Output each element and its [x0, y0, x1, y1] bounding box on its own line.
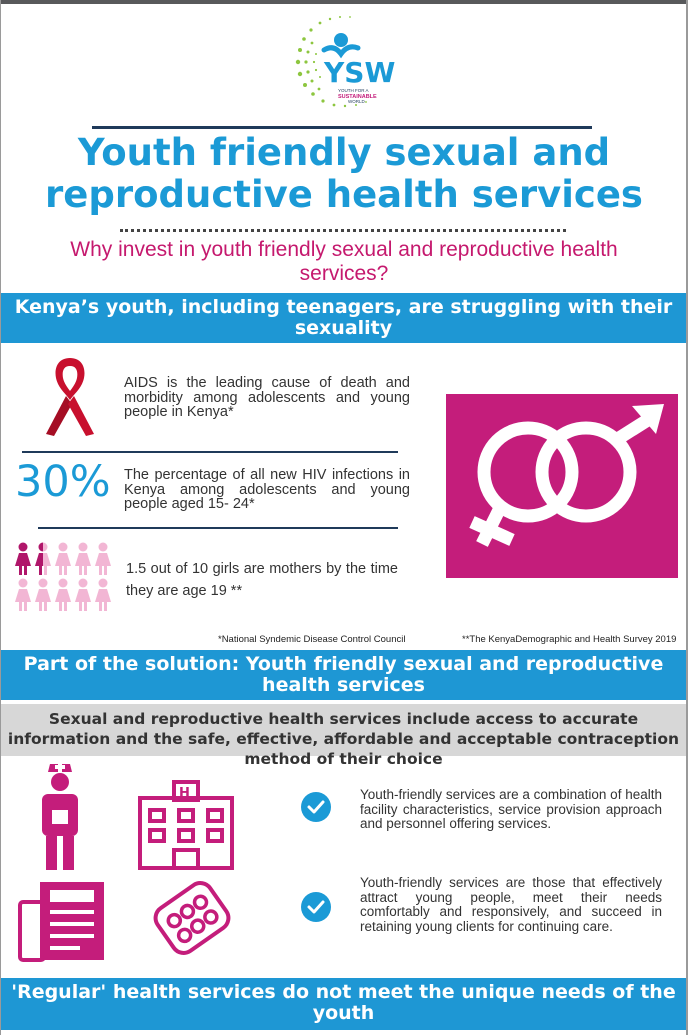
gender-symbols-panel: [446, 394, 678, 578]
hiv-percentage-stat: 30%: [15, 457, 111, 507]
svg-text:H: H: [179, 786, 190, 801]
title-top-rule: [92, 126, 592, 129]
fact-divider: [22, 451, 398, 453]
red-ribbon-icon: [40, 352, 100, 438]
girl-figure: [55, 578, 71, 611]
checkmark-icon: [301, 792, 331, 822]
logo-icon: YSW YOUTH FOR A SUSTAINABLE WORLD: [295, 16, 395, 108]
youth-friendly-point: Youth-friendly services are a combinatio…: [360, 787, 662, 831]
girl-figure: [95, 542, 111, 575]
svg-text:WORLD: WORLD: [348, 99, 366, 104]
fact-hiv: The percentage of all new HIV infections…: [124, 467, 410, 512]
section-heading-solution: Part of the solution: Youth friendly sex…: [1, 650, 686, 700]
section-heading-regular-services: 'Regular' health services do not meet th…: [1, 978, 686, 1030]
girl-figure: [55, 542, 71, 575]
nurse-icon: [42, 762, 78, 870]
fact-aids: AIDS is the leading cause of death and m…: [124, 375, 410, 420]
girls-pictogram-icon: [13, 542, 117, 614]
girl-figure: [35, 542, 43, 575]
services-definition: Sexual and reproductive health services …: [1, 704, 686, 768]
section-heading-struggles: Kenya’s youth, including teenagers, are …: [1, 293, 686, 343]
page-title: Youth friendly sexual and reproductive h…: [45, 131, 643, 216]
girl-figure: [35, 578, 51, 611]
fact-teen-mothers: 1.5 out of 10 girls are mothers by the t…: [126, 561, 398, 599]
pill-pack-icon: [153, 881, 231, 955]
fact-divider: [38, 527, 398, 529]
document-icon: [18, 882, 104, 962]
girl-figure: [75, 542, 91, 575]
top-border: [0, 0, 688, 4]
svg-text:YSW: YSW: [323, 56, 395, 89]
youth-friendly-point: Youth-friendly services are those that e…: [360, 875, 662, 934]
checkmark-icon: [301, 892, 331, 922]
girl-figure: [15, 578, 31, 611]
svg-text:SUSTAINABLE: SUSTAINABLE: [338, 94, 377, 100]
girl-figure: [95, 578, 111, 611]
svg-text:YOUTH FOR A: YOUTH FOR A: [338, 88, 369, 93]
page-subtitle: Why invest in youth friendly sexual and …: [70, 238, 618, 285]
hospital-icon: H: [138, 780, 234, 870]
gender-symbols-icon: [469, 404, 664, 547]
dotted-divider: [120, 229, 566, 232]
source-note: **The KenyaDemographic and Health Survey…: [462, 634, 677, 645]
left-border: [0, 0, 1, 1035]
source-note: *National Syndemic Disease Control Counc…: [218, 634, 406, 645]
girl-figure: [75, 578, 91, 611]
right-border: [686, 0, 688, 1035]
ysw-logo: YSW YOUTH FOR A SUSTAINABLE WORLD: [284, 10, 400, 116]
girl-figure: [15, 542, 31, 575]
